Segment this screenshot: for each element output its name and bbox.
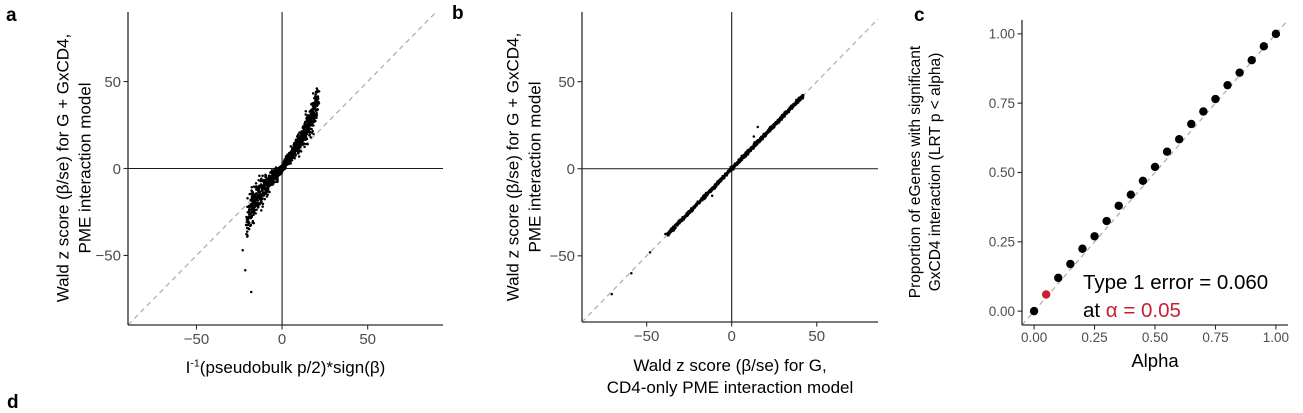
type1-error-annotation-line1: Type 1 error = 0.060 (1083, 271, 1268, 294)
panel-a-x-axis-label-base: I (185, 358, 191, 377)
y-tick-label: 0.25 (989, 235, 1015, 250)
x-tick-label: 1.00 (1263, 330, 1289, 345)
panel-c-x-axis-label: Alpha (1131, 350, 1179, 371)
panel-b-plot: −50 0 50 −50 0 50 (550, 12, 879, 345)
panel-a-x-axis-label-superscript: -1 (190, 357, 200, 370)
x-tick-label: 50 (808, 328, 825, 345)
x-tick-label: −50 (184, 331, 209, 348)
panel-b-x-axis-label-line1: Wald z score (β/se) for G, (633, 356, 827, 375)
y-tick-label: 50 (558, 74, 575, 91)
y-tick-label: 50 (104, 74, 121, 91)
panel-a: a Wald z score (β/se) for G + GxCD4, PME… (0, 0, 450, 408)
x-tick-label: 0.50 (1142, 330, 1168, 345)
panel-b: b Wald z score (β/se) for G + GxCD4, PME… (450, 0, 880, 408)
panel-b-letter: b (452, 3, 464, 24)
y-tick-label: 0 (567, 161, 575, 178)
x-tick-label: 0.75 (1202, 330, 1228, 345)
y-tick-label: 0 (113, 161, 121, 178)
panel-b-x-axis-label-line2: CD4-only PME interaction model (606, 377, 854, 397)
identity-line (1021, 19, 1289, 326)
y-tick-label: 1.00 (989, 27, 1015, 42)
x-tick-label: 0.00 (1021, 330, 1047, 345)
panel-c-plot: 0.00 0.25 0.50 0.75 1.00 0.00 0.25 0.50 0.75 1.00… (989, 19, 1289, 345)
panel-a-x-axis-label-rest: (pseudobulk p/2)*sign(β) (199, 358, 386, 377)
panel-a-x-axis-label: I-1(pseudobulk p/2)*sign(β) (128, 357, 443, 379)
x-tick-label: 0 (728, 328, 736, 345)
x-tick-label: −50 (634, 328, 659, 345)
y-tick-label: −50 (550, 248, 575, 265)
data-points (610, 93, 805, 296)
data-points (1029, 29, 1281, 316)
panel-a-plot: −50 0 50 −50 0 50 (96, 11, 443, 348)
x-tick-label: 0 (278, 331, 286, 348)
y-tick-label: 0.50 (989, 165, 1015, 180)
panel-a-letter: a (6, 5, 17, 26)
y-tick-label: −50 (96, 248, 121, 265)
type1-error-annotation-line2: at α = 0.05 (1083, 299, 1181, 322)
y-tick-label: 0.75 (989, 96, 1015, 111)
data-points (241, 87, 321, 294)
x-tick-label: 0.25 (1081, 330, 1107, 345)
panel-b-x-axis-label: Wald z score (β/se) for G, CD4-only PME … (572, 355, 888, 399)
panel-c: c Proportion of eGenes with significant … (880, 0, 1303, 408)
panel-d-letter-partial: d (7, 392, 19, 413)
panel-c-letter: c (914, 5, 925, 26)
y-tick-label: 0.00 (989, 304, 1015, 319)
x-tick-label: 50 (359, 331, 376, 348)
